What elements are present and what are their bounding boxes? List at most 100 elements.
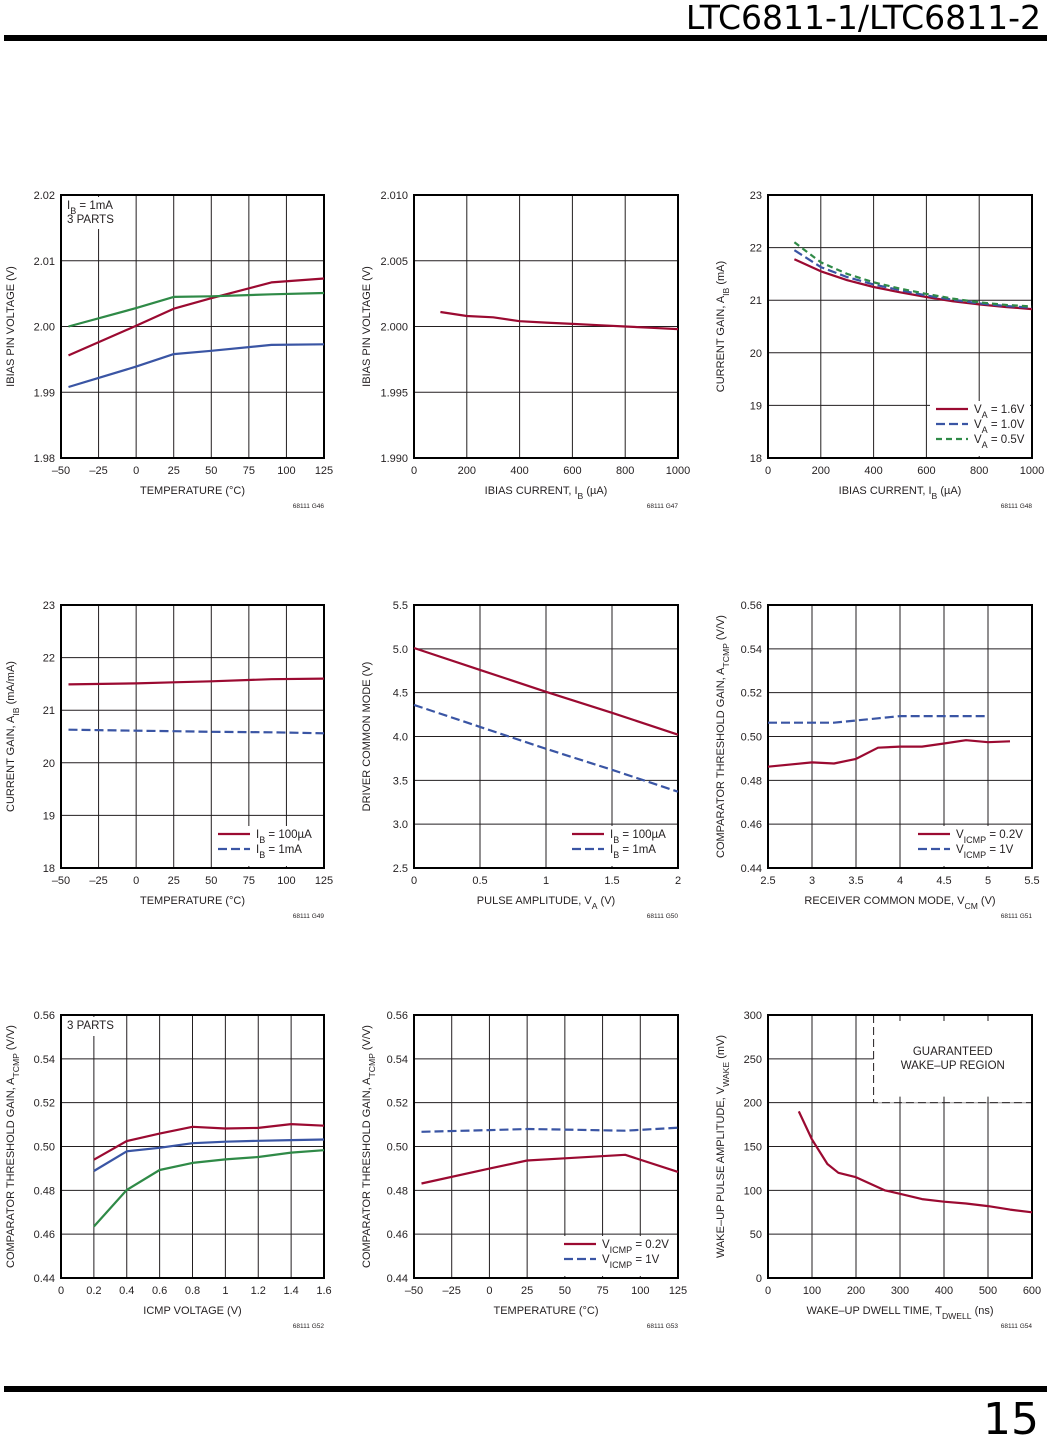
series-line-1 [793, 258, 1033, 311]
y-tick-label: 0.52 [34, 1098, 55, 1110]
x-tick-label: 200 [847, 1285, 865, 1297]
x-tick-label: 0.5 [472, 875, 487, 887]
x-tick-label: 25 [168, 875, 180, 887]
series-line-1 [421, 1153, 679, 1185]
x-tick-label: 25 [521, 1285, 533, 1297]
legend-label: IB = 1mA [256, 844, 302, 860]
x-axis-label: RECEIVER COMMON MODE, VCM (V) [804, 895, 995, 911]
x-tick-label: 1.2 [251, 1285, 266, 1297]
x-tick-label: 200 [812, 465, 830, 477]
y-tick-label: 23 [750, 190, 762, 202]
x-tick-label: 400 [864, 465, 882, 477]
x-tick-label: 800 [970, 465, 988, 477]
x-tick-label: 0 [486, 1285, 492, 1297]
y-tick-label: 0.56 [387, 1010, 408, 1022]
series-line-3 [793, 241, 1033, 308]
footer-rule [4, 1386, 1047, 1392]
region-label: GUARANTEED [913, 1046, 993, 1058]
x-tick-label: 100 [803, 1285, 821, 1297]
y-tick-label: 5.5 [393, 600, 408, 612]
legend-label: IB = 100µA [610, 829, 666, 845]
x-tick-label: 0 [765, 465, 771, 477]
x-tick-label: 0.8 [185, 1285, 200, 1297]
x-tick-label: –50 [405, 1285, 423, 1297]
y-tick-label: 0.54 [34, 1054, 55, 1066]
plot-frame [60, 194, 325, 459]
gridlines [60, 194, 325, 459]
x-tick-label: 1 [543, 875, 549, 887]
y-tick-label: 2.005 [380, 256, 408, 268]
x-tick-label: 50 [205, 875, 217, 887]
legend-background [930, 401, 1030, 456]
guaranteed-region-fill [873, 1016, 1031, 1103]
legend-background [566, 826, 676, 866]
x-tick-label: 0 [411, 465, 417, 477]
x-tick-label: 75 [243, 465, 255, 477]
graph-id: 68111 G47 [647, 503, 679, 510]
plot-frame [767, 194, 1033, 459]
y-tick-label: 0.48 [387, 1185, 408, 1197]
plot-frame [60, 1014, 325, 1279]
legend-background [912, 826, 1030, 866]
y-tick-label: 0.48 [741, 775, 762, 787]
y-tick-label: 100 [744, 1185, 762, 1197]
x-tick-label: 300 [891, 1285, 909, 1297]
y-tick-label: 200 [744, 1098, 762, 1110]
x-tick-label: 25 [168, 465, 180, 477]
y-tick-label: 2.01 [34, 256, 55, 268]
x-tick-label: 0.2 [86, 1285, 101, 1297]
x-tick-label: 400 [510, 465, 528, 477]
x-tick-label: 1.6 [316, 1285, 331, 1297]
y-tick-label: 0.50 [387, 1142, 408, 1154]
y-axis-label: CURRENT GAIN, AIB (mA) [715, 261, 731, 392]
x-tick-label: 1000 [1020, 465, 1044, 477]
annotation-text: IB = 1mA [67, 200, 113, 216]
y-axis-label: COMPARATOR THRESHOLD GAIN, ATCMP (V/V) [361, 1025, 377, 1268]
y-tick-label: 0.56 [34, 1010, 55, 1022]
y-tick-label: 2.010 [380, 190, 408, 202]
x-tick-label: 0.4 [119, 1285, 134, 1297]
x-tick-label: 2 [675, 875, 681, 887]
x-tick-label: 125 [315, 875, 333, 887]
series-line-3 [68, 343, 325, 389]
x-tick-label: 0 [133, 875, 139, 887]
graph-id: 68111 G52 [293, 1323, 325, 1330]
x-tick-label: 0 [133, 465, 139, 477]
y-tick-label: 0.52 [387, 1098, 408, 1110]
y-tick-label: 0.50 [741, 732, 762, 744]
y-tick-label: 0.48 [34, 1185, 55, 1197]
y-tick-label: 0.52 [741, 688, 762, 700]
y-tick-label: 0.46 [34, 1229, 55, 1241]
legend-label: VICMP = 1V [602, 1254, 660, 1270]
series-line-1 [68, 677, 325, 686]
y-tick-label: 21 [43, 705, 55, 717]
series-line-1 [68, 277, 325, 357]
y-tick-label: 1.99 [34, 387, 55, 399]
y-tick-label: 2.02 [34, 190, 55, 202]
legend-label: VICMP = 1V [956, 844, 1014, 860]
y-tick-label: 1.995 [380, 387, 408, 399]
x-tick-label: 4.5 [936, 875, 951, 887]
series-line-2 [68, 728, 325, 735]
x-tick-label: 600 [917, 465, 935, 477]
gridlines [60, 1014, 325, 1279]
x-tick-label: 4 [897, 875, 903, 887]
x-tick-label: 75 [243, 875, 255, 887]
legend-label: VA = 1.6V [974, 404, 1025, 420]
y-tick-label: 4.5 [393, 688, 408, 700]
annotation-text: 3 PARTS [67, 214, 114, 226]
y-tick-label: 0.44 [387, 1273, 408, 1285]
chart-g52: 3 PARTS 0 0.2 0.4 0.6 0.8 1 1.2 1.4 1.6 0.44 0.46 0.… [5, 1010, 332, 1330]
y-tick-label: 22 [43, 653, 55, 665]
x-tick-label: 2.5 [760, 875, 775, 887]
x-axis-label: TEMPERATURE (°C) [493, 1305, 598, 1317]
x-tick-label: 125 [669, 1285, 687, 1297]
x-tick-label: 5.5 [1024, 875, 1039, 887]
y-axis-label: DRIVER COMMON MODE (V) [361, 662, 373, 812]
y-tick-label: 0.54 [387, 1054, 408, 1066]
x-tick-label: 75 [596, 1285, 608, 1297]
